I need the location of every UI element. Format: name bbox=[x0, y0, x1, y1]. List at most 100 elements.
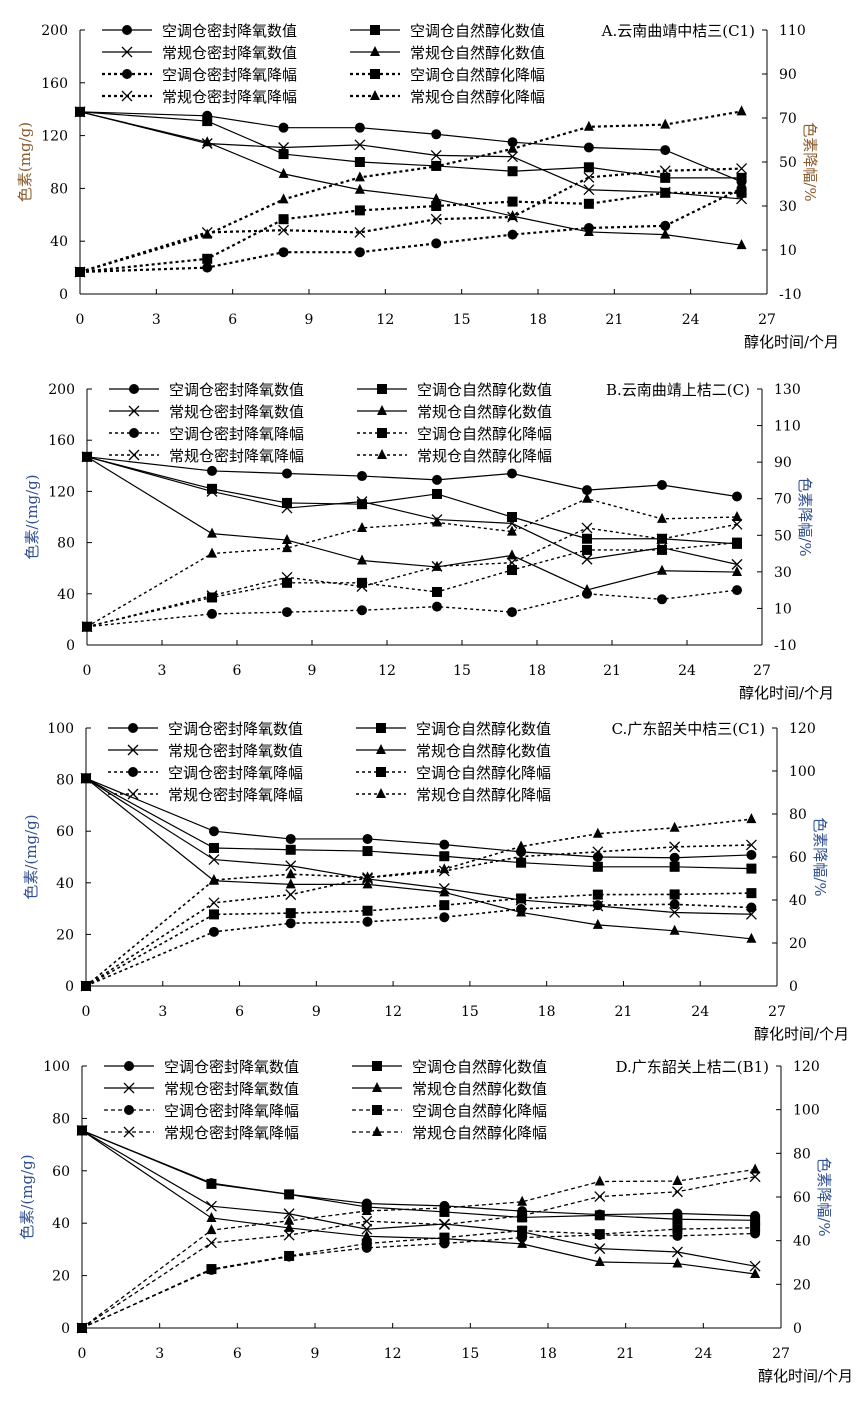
data-point bbox=[515, 851, 527, 863]
data-point bbox=[660, 172, 671, 183]
legend-item: 空调仓自然醇化数值 bbox=[352, 1058, 547, 1076]
data-point bbox=[283, 1229, 295, 1241]
data-point bbox=[285, 878, 296, 889]
y2-tick-label: 80 bbox=[793, 1146, 811, 1162]
y-tick-label: 100 bbox=[43, 1059, 70, 1075]
legend-marker bbox=[124, 1105, 134, 1115]
x-tick-label: 27 bbox=[768, 1004, 786, 1020]
data-point bbox=[736, 187, 747, 198]
data-point bbox=[354, 157, 365, 167]
data-point bbox=[357, 577, 367, 588]
y-tick-label: 160 bbox=[41, 76, 68, 92]
data-point bbox=[205, 1237, 217, 1249]
data-point bbox=[438, 1219, 450, 1230]
x-tick-label: 0 bbox=[78, 1346, 87, 1362]
y2-tick-label: 110 bbox=[774, 419, 801, 435]
x-tick-label: 24 bbox=[691, 1004, 709, 1020]
data-point bbox=[207, 465, 217, 476]
x-tick-label: 27 bbox=[758, 312, 776, 328]
legend-label: 空调仓密封降氧降幅 bbox=[169, 425, 304, 443]
data-point bbox=[746, 863, 757, 874]
chart-title: D.广东韶关上桔二(B1) bbox=[615, 1058, 769, 1076]
data-point bbox=[208, 897, 220, 909]
data-point bbox=[657, 512, 667, 523]
x-tick-label: 12 bbox=[376, 312, 394, 328]
data-point bbox=[583, 171, 595, 183]
data-point bbox=[439, 863, 450, 874]
data-point bbox=[75, 266, 85, 276]
chart-panel-d: 0 3 6 9 12 15 18 21 24 27020406080100020406080100… bbox=[18, 1058, 853, 1385]
data-point bbox=[583, 223, 594, 233]
data-point bbox=[361, 1238, 372, 1249]
y2-tick-label: -10 bbox=[774, 638, 797, 654]
legend-marker bbox=[377, 449, 387, 459]
series-5 bbox=[81, 888, 757, 991]
chart-title: B.云南曲靖上桔二(C) bbox=[606, 381, 750, 399]
y-tick-label: 200 bbox=[41, 23, 68, 39]
legend-item: 常规仓自然醇化降幅 bbox=[350, 88, 545, 106]
x-tick-label: 12 bbox=[378, 663, 396, 679]
legend-marker bbox=[122, 69, 132, 79]
y2-axis-label: 色素降幅/% bbox=[815, 1157, 833, 1236]
data-point bbox=[354, 226, 366, 238]
x-tick-label: 3 bbox=[158, 663, 167, 679]
data-point bbox=[507, 549, 517, 560]
series-line bbox=[86, 589, 738, 628]
data-point bbox=[656, 533, 668, 545]
data-point bbox=[736, 163, 748, 175]
data-point bbox=[362, 905, 373, 916]
legend-marker bbox=[127, 788, 139, 800]
data-point bbox=[660, 118, 671, 129]
data-point bbox=[507, 607, 517, 618]
data-point bbox=[207, 483, 217, 494]
data-point bbox=[208, 926, 219, 937]
data-point bbox=[206, 1264, 217, 1275]
legend-item: 常规仓自然醇化数值 bbox=[350, 44, 545, 62]
legend-marker bbox=[376, 767, 386, 777]
data-point bbox=[746, 849, 757, 860]
series-4 bbox=[82, 585, 742, 632]
legend-label: 常规仓自然醇化数值 bbox=[416, 742, 551, 760]
data-point bbox=[669, 861, 680, 872]
y2-tick-label: 10 bbox=[774, 601, 792, 617]
data-point bbox=[208, 909, 219, 920]
x-tick-label: 24 bbox=[694, 1346, 712, 1362]
series-line bbox=[79, 187, 743, 274]
legend-label: 常规仓自然醇化降幅 bbox=[412, 1124, 547, 1142]
y-tick-label: 40 bbox=[52, 1216, 70, 1232]
data-point bbox=[81, 980, 91, 990]
data-point bbox=[507, 468, 517, 479]
data-point bbox=[431, 160, 442, 171]
data-point bbox=[439, 1201, 450, 1212]
data-point bbox=[208, 874, 219, 885]
legend-item: 常规仓自然醇化数值 bbox=[357, 403, 552, 421]
y2-tick-label: 40 bbox=[793, 1234, 811, 1250]
y2-tick-label: 90 bbox=[774, 455, 792, 471]
series-line bbox=[85, 844, 752, 987]
x-tick-label: 3 bbox=[152, 312, 161, 328]
data-point bbox=[285, 908, 296, 919]
y2-axis-label: 色素降幅/% bbox=[811, 817, 829, 896]
legend-item: 常规仓密封降氧降幅 bbox=[104, 1124, 299, 1142]
data-point bbox=[517, 1225, 528, 1236]
data-point bbox=[659, 165, 671, 177]
series-2 bbox=[81, 451, 743, 570]
y-tick-label: 120 bbox=[41, 129, 68, 145]
data-point bbox=[669, 889, 680, 900]
legend-item: 空调仓自然醇化降幅 bbox=[350, 66, 545, 84]
series-line bbox=[86, 456, 738, 545]
legend-label: 空调仓密封降氧降幅 bbox=[164, 1102, 299, 1120]
y2-tick-label: 0 bbox=[789, 979, 798, 995]
legend-marker bbox=[372, 1105, 382, 1115]
series-line bbox=[85, 818, 752, 987]
y2-tick-label: 40 bbox=[789, 893, 807, 909]
chart-title: C.广东韶关中桔三(C1) bbox=[612, 720, 765, 738]
data-point bbox=[516, 1210, 528, 1222]
legend-label: 空调仓自然醇化降幅 bbox=[410, 66, 545, 84]
series-7 bbox=[82, 492, 742, 631]
data-point bbox=[732, 491, 742, 502]
data-point bbox=[581, 553, 593, 565]
legend-item: 常规仓自然醇化降幅 bbox=[356, 786, 551, 804]
y-tick-label: 0 bbox=[61, 1321, 70, 1337]
